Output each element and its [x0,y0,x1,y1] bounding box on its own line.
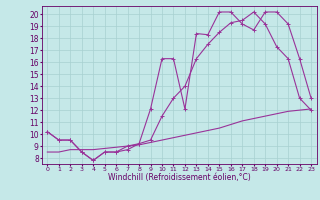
X-axis label: Windchill (Refroidissement éolien,°C): Windchill (Refroidissement éolien,°C) [108,173,251,182]
